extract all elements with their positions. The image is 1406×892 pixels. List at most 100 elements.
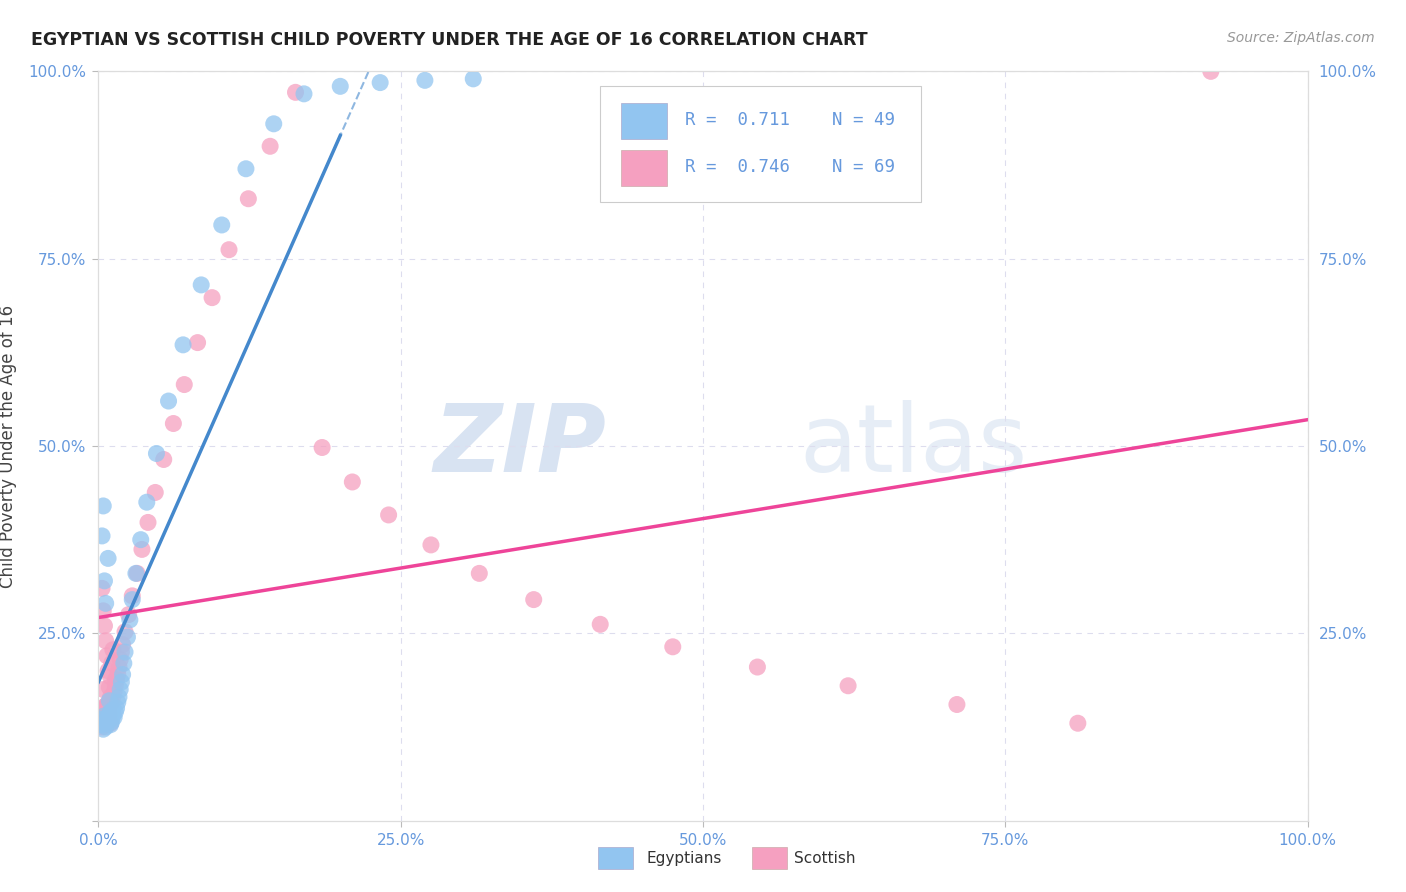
Point [118, 613, 141, 627]
Point [117, 630, 139, 644]
Point [157, 394, 180, 409]
Point [118, 607, 141, 622]
Point [104, 705, 127, 719]
Point [329, 79, 352, 94]
Point [114, 624, 136, 639]
Point [91, 682, 114, 697]
Point [93, 708, 115, 723]
Point [97, 703, 120, 717]
Point [100, 713, 122, 727]
Point [135, 495, 157, 509]
Point [100, 716, 122, 731]
Point [97, 551, 120, 566]
Point [105, 673, 128, 687]
Point [103, 710, 125, 724]
Point [104, 679, 127, 693]
Point [94, 633, 117, 648]
Point [145, 446, 167, 460]
Point [93, 574, 115, 588]
Point [98, 707, 121, 722]
Point [187, 335, 209, 350]
Point [413, 73, 436, 87]
Point [661, 640, 683, 654]
Point [93, 619, 115, 633]
Point [589, 617, 612, 632]
Point [101, 708, 124, 723]
Point [173, 377, 195, 392]
Point [342, 475, 364, 489]
Point [420, 538, 443, 552]
Point [131, 542, 153, 557]
Point [238, 192, 260, 206]
Point [136, 516, 159, 530]
Text: Scottish: Scottish [794, 851, 856, 865]
Point [98, 680, 121, 694]
Point [104, 673, 127, 687]
Point [91, 717, 114, 731]
Point [105, 701, 128, 715]
Point [103, 685, 125, 699]
Point [100, 670, 122, 684]
Point [101, 690, 124, 704]
Point [91, 604, 114, 618]
Point [97, 713, 120, 727]
Point [97, 710, 120, 724]
Point [377, 508, 399, 522]
Text: R =  0.746    N = 69: R = 0.746 N = 69 [685, 158, 894, 177]
Point [93, 699, 115, 714]
Point [91, 529, 114, 543]
Point [101, 703, 124, 717]
Point [114, 645, 136, 659]
Point [100, 705, 122, 719]
Point [96, 648, 118, 663]
Point [90, 713, 112, 727]
Point [91, 723, 114, 737]
Point [111, 667, 134, 681]
Y-axis label: Child Poverty Under the Age of 16: Child Poverty Under the Age of 16 [0, 304, 17, 588]
Point [91, 499, 114, 513]
Point [108, 660, 131, 674]
Point [98, 695, 121, 709]
Point [523, 592, 546, 607]
Point [108, 690, 131, 704]
Point [235, 161, 257, 176]
Point [190, 277, 212, 292]
Point [93, 716, 115, 731]
Point [129, 533, 152, 547]
Text: R =  0.711    N = 49: R = 0.711 N = 49 [685, 112, 894, 129]
Point [100, 695, 122, 709]
Point [127, 566, 149, 581]
Point [1067, 716, 1090, 731]
Point [108, 682, 131, 697]
Point [100, 714, 122, 729]
Point [107, 667, 129, 681]
Point [98, 694, 121, 708]
Point [112, 657, 135, 671]
Point [97, 664, 120, 678]
Point [94, 596, 117, 610]
Point [94, 707, 117, 722]
Point [121, 589, 143, 603]
Point [211, 218, 233, 232]
Point [125, 566, 148, 581]
Point [91, 710, 114, 724]
Bar [621, 103, 666, 139]
Text: atlas: atlas [800, 400, 1028, 492]
Point [747, 660, 769, 674]
Point [91, 703, 114, 717]
Point [121, 592, 143, 607]
Point [111, 638, 134, 652]
Point [96, 714, 118, 729]
Point [100, 657, 122, 671]
Text: ZIP: ZIP [433, 400, 606, 492]
Point [94, 720, 117, 734]
Point [108, 652, 131, 666]
Point [110, 645, 132, 659]
Point [100, 690, 122, 704]
Point [98, 707, 121, 722]
Point [96, 717, 118, 731]
Point [468, 566, 491, 581]
Text: EGYPTIAN VS SCOTTISH CHILD POVERTY UNDER THE AGE OF 16 CORRELATION CHART: EGYPTIAN VS SCOTTISH CHILD POVERTY UNDER… [31, 31, 868, 49]
Point [90, 713, 112, 727]
Text: Source: ZipAtlas.com: Source: ZipAtlas.com [1227, 31, 1375, 45]
